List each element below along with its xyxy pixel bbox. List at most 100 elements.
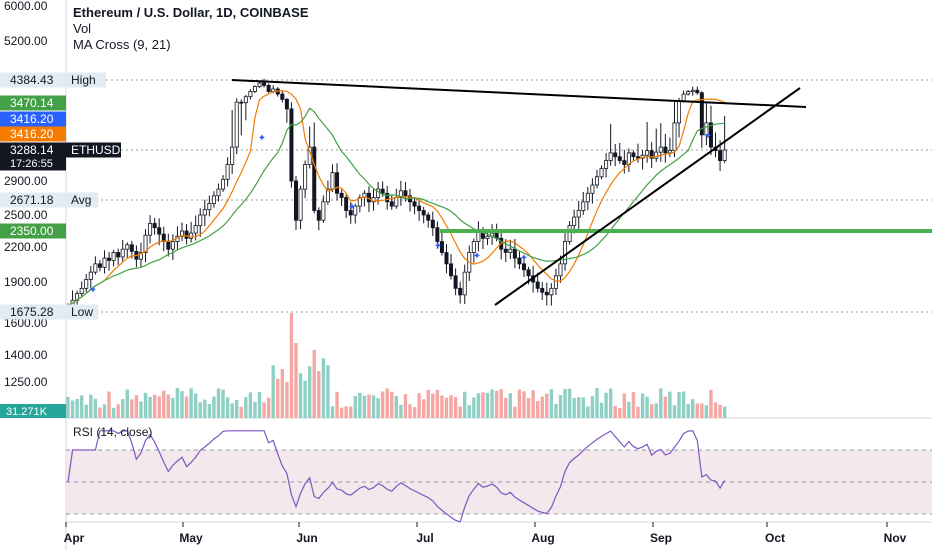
candle-body xyxy=(594,176,599,186)
candle-body xyxy=(84,279,89,289)
candle-body xyxy=(284,98,289,110)
volume-bar xyxy=(504,397,508,418)
volume-bar xyxy=(330,406,335,418)
candle-body xyxy=(120,248,125,258)
candle-body xyxy=(107,257,112,261)
price-label-value: 3470.14 xyxy=(10,96,54,110)
volume-bar xyxy=(280,369,285,418)
volume-bar xyxy=(545,393,549,418)
candle-body xyxy=(485,235,490,239)
candle-body xyxy=(645,150,650,156)
volume-bar xyxy=(367,394,371,418)
volume-bar xyxy=(595,388,599,418)
candle-body xyxy=(152,223,157,229)
price-label-value: 2671.18 xyxy=(10,193,54,207)
candle-body xyxy=(348,210,353,216)
volume-bar xyxy=(248,392,253,418)
candle-body xyxy=(330,172,335,190)
volume-indicator-label[interactable]: Vol xyxy=(73,21,92,36)
ma-cross-marker: ✦ xyxy=(89,285,97,296)
symbol-title[interactable]: Ethereum / U.S. Dollar, 1D, COINBASE xyxy=(73,5,309,20)
volume-bar xyxy=(535,401,540,418)
candle-body xyxy=(225,164,230,180)
candle-body xyxy=(280,93,285,100)
volume-bar xyxy=(171,397,175,418)
volume-bar xyxy=(590,396,595,418)
candle-body xyxy=(631,152,636,158)
candle-body xyxy=(540,287,545,293)
volume-bar xyxy=(508,393,513,418)
volume-bar xyxy=(189,388,193,418)
volume-bar xyxy=(89,394,93,418)
volume-bar xyxy=(517,389,522,418)
candle-body xyxy=(262,82,267,86)
candle-body xyxy=(97,263,102,268)
trendline-drawings[interactable] xyxy=(231,79,932,306)
volume-bar xyxy=(111,407,116,418)
time-axis[interactable]: Apr May Jun Jul Aug Sep Oct Nov xyxy=(64,522,907,545)
candle-body xyxy=(321,201,326,221)
candle-body xyxy=(93,263,98,273)
candle-body xyxy=(599,168,604,178)
price-tick-label: 2500.00 xyxy=(4,208,48,222)
price-label-tag-bg xyxy=(66,192,99,208)
ma-cross-marker: ✦ xyxy=(704,131,712,142)
volume-bar xyxy=(353,396,357,418)
candle-body xyxy=(508,248,513,253)
volume-bar xyxy=(102,404,107,418)
price-label-badge xyxy=(0,223,66,239)
volume-bar xyxy=(385,388,389,418)
time-tick-label: Jul xyxy=(416,531,433,545)
candle-body xyxy=(298,188,303,221)
volume-bar xyxy=(494,390,499,418)
volume-bar xyxy=(618,407,622,418)
volume-bar xyxy=(371,395,376,418)
candle-body xyxy=(558,263,563,277)
candle-body xyxy=(608,152,613,161)
rsi-indicator-label[interactable]: RSI (14, close) xyxy=(73,425,153,439)
volume-bar xyxy=(586,406,590,418)
ascending-support-trendline xyxy=(494,87,801,306)
volume-bar xyxy=(431,393,435,418)
volume-bar xyxy=(599,402,604,418)
volume-bar xyxy=(672,405,677,418)
volume-bar xyxy=(207,403,212,418)
candle-body xyxy=(380,188,385,194)
ma-cross-indicator-label[interactable]: MA Cross (9, 21) xyxy=(73,37,171,52)
volume-bar xyxy=(289,313,294,418)
candle-body xyxy=(148,223,153,236)
candle-body xyxy=(339,192,344,198)
volume-bar xyxy=(317,371,321,418)
volume-bar xyxy=(421,399,426,418)
candle-body xyxy=(686,91,691,95)
candle-body xyxy=(435,227,440,242)
volume-bar xyxy=(636,406,640,418)
candle-body xyxy=(471,241,476,253)
volume-bar xyxy=(125,389,129,418)
volume-bar xyxy=(276,378,280,418)
price-label-tag: High xyxy=(71,73,96,87)
volume-bar xyxy=(148,396,152,418)
candle-body xyxy=(667,150,672,154)
candle-body xyxy=(157,227,162,235)
candle-body xyxy=(138,252,143,260)
volume-bar xyxy=(79,395,84,418)
volume-bar xyxy=(522,391,526,418)
volume-tick-label: 1250.00 xyxy=(4,375,48,389)
volume-bar xyxy=(230,403,234,418)
candle-body xyxy=(193,225,198,234)
volume-bars xyxy=(66,313,727,418)
price-label-badge xyxy=(0,95,66,111)
candle-body xyxy=(211,195,216,204)
volume-bar xyxy=(467,405,471,418)
volume-bar xyxy=(339,407,344,418)
price-tick-label: 6000.00 xyxy=(4,0,48,13)
candle-body xyxy=(266,85,271,92)
volume-bar xyxy=(563,388,567,418)
price-tick-label: 5200.00 xyxy=(4,34,48,48)
volume-bar xyxy=(490,389,494,418)
candle-body xyxy=(257,82,262,87)
volume-bar xyxy=(303,380,307,418)
price-axis[interactable]: 6000.00 5200.00 2900.00 2500.00 2200.00 1900.… xyxy=(0,0,121,418)
